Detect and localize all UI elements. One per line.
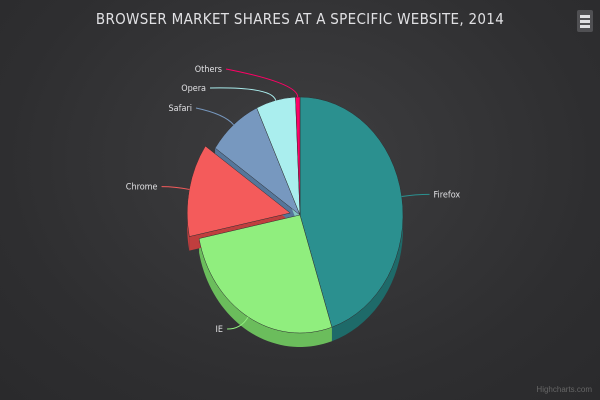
connector-ie — [227, 316, 249, 330]
hamburger-icon-bar — [580, 20, 590, 23]
connector-chrome — [161, 186, 190, 190]
hamburger-icon-bar — [580, 25, 590, 28]
chart-title: BROWSER MARKET SHARES AT A SPECIFIC WEBS… — [95, 10, 505, 28]
pie-slice-chrome[interactable] — [186, 145, 291, 237]
slice-label-ie: IE — [216, 325, 224, 335]
slice-label-others: Others — [195, 65, 222, 75]
connector-safari — [195, 107, 234, 126]
slice-label-opera: Opera — [181, 84, 206, 94]
connector-opera — [209, 87, 277, 101]
connector-others — [225, 68, 299, 98]
pie-slice-firefox[interactable] — [299, 96, 404, 328]
pie-slice-side-ie — [199, 238, 332, 347]
connector-firefox — [401, 193, 430, 198]
context-menu-button[interactable] — [577, 10, 593, 32]
credits-link[interactable]: Highcharts.com — [536, 385, 592, 394]
hamburger-icon — [580, 15, 590, 18]
slice-label-firefox: Firefox — [434, 190, 461, 200]
slice-label-chrome: Chrome — [126, 183, 158, 193]
slice-label-safari: Safari — [169, 104, 193, 114]
